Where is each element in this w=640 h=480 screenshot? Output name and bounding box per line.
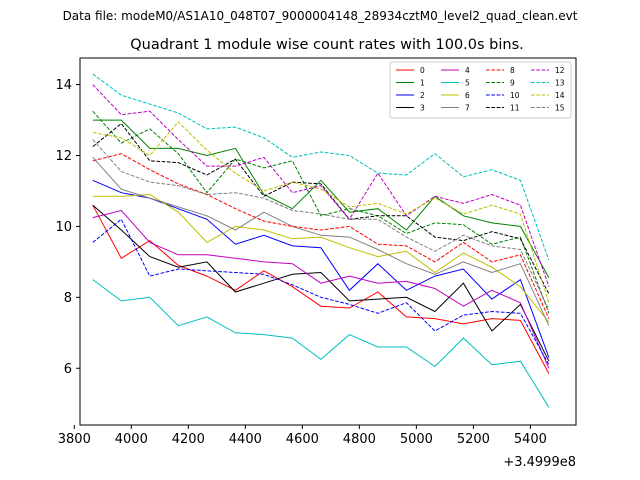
legend-label-1: 1 — [420, 79, 425, 88]
series-line-3 — [92, 204, 550, 362]
legend-label-5: 5 — [465, 79, 470, 88]
legend-label-15: 15 — [555, 104, 565, 113]
x-tick-label-4400: 4400 — [229, 432, 262, 447]
legend-label-10: 10 — [510, 91, 520, 100]
y-tick-label-12: 12 — [55, 149, 72, 164]
legend-label-4: 4 — [465, 66, 470, 75]
legend-box — [389, 61, 572, 119]
axes-frame — [79, 57, 577, 426]
x-tick-label-4000: 4000 — [115, 432, 148, 447]
series-line-8 — [92, 153, 550, 319]
series-line-15 — [92, 139, 550, 311]
legend-label-6: 6 — [465, 91, 470, 100]
legend-label-11: 11 — [510, 104, 520, 113]
series-line-2 — [92, 179, 550, 358]
legend-label-2: 2 — [420, 91, 425, 100]
legend-label-3: 3 — [420, 104, 425, 113]
x-offset-label: +3.4999e8 — [503, 455, 576, 470]
x-tick-label-4200: 4200 — [172, 432, 205, 447]
plot-area: 3800 4000 4200 4400 4600 4800 5000 5200 54006810… — [55, 57, 577, 447]
x-tick-label-5000: 5000 — [400, 432, 433, 447]
y-tick-label-14: 14 — [55, 78, 72, 93]
series-line-13 — [92, 73, 550, 261]
x-tick-label-5200: 5200 — [457, 432, 490, 447]
legend-label-8: 8 — [510, 66, 515, 75]
chart-title: Quadrant 1 module wise count rates with … — [130, 37, 524, 53]
series-line-10 — [92, 218, 550, 365]
series-line-12 — [92, 84, 550, 287]
y-tick-label-10: 10 — [55, 220, 72, 235]
y-tick-label-6: 6 — [64, 362, 72, 377]
series-line-6 — [92, 193, 550, 323]
x-tick-label-5400: 5400 — [514, 432, 547, 447]
series-line-1 — [92, 119, 550, 279]
legend-label-13: 13 — [555, 79, 565, 88]
legend-label-12: 12 — [555, 66, 565, 75]
series-line-11 — [92, 122, 550, 295]
y-tick-label-8: 8 — [64, 291, 72, 306]
series-line-4 — [92, 209, 550, 369]
series-line-5 — [92, 279, 550, 408]
series-line-14 — [92, 121, 550, 303]
x-tick-label-4600: 4600 — [286, 432, 319, 447]
series-line-9 — [92, 110, 550, 314]
legend-label-9: 9 — [510, 79, 515, 88]
x-tick-label-4800: 4800 — [343, 432, 376, 447]
legend-label-7: 7 — [465, 104, 470, 113]
data-file-label: Data file: modeM0/AS1A10_048T07_90000041… — [63, 9, 578, 23]
series-line-0 — [92, 204, 550, 374]
legend-label-14: 14 — [555, 91, 565, 100]
series-line-7 — [92, 156, 550, 326]
x-tick-label-3800: 3800 — [58, 432, 91, 447]
legend-label-0: 0 — [420, 66, 425, 75]
